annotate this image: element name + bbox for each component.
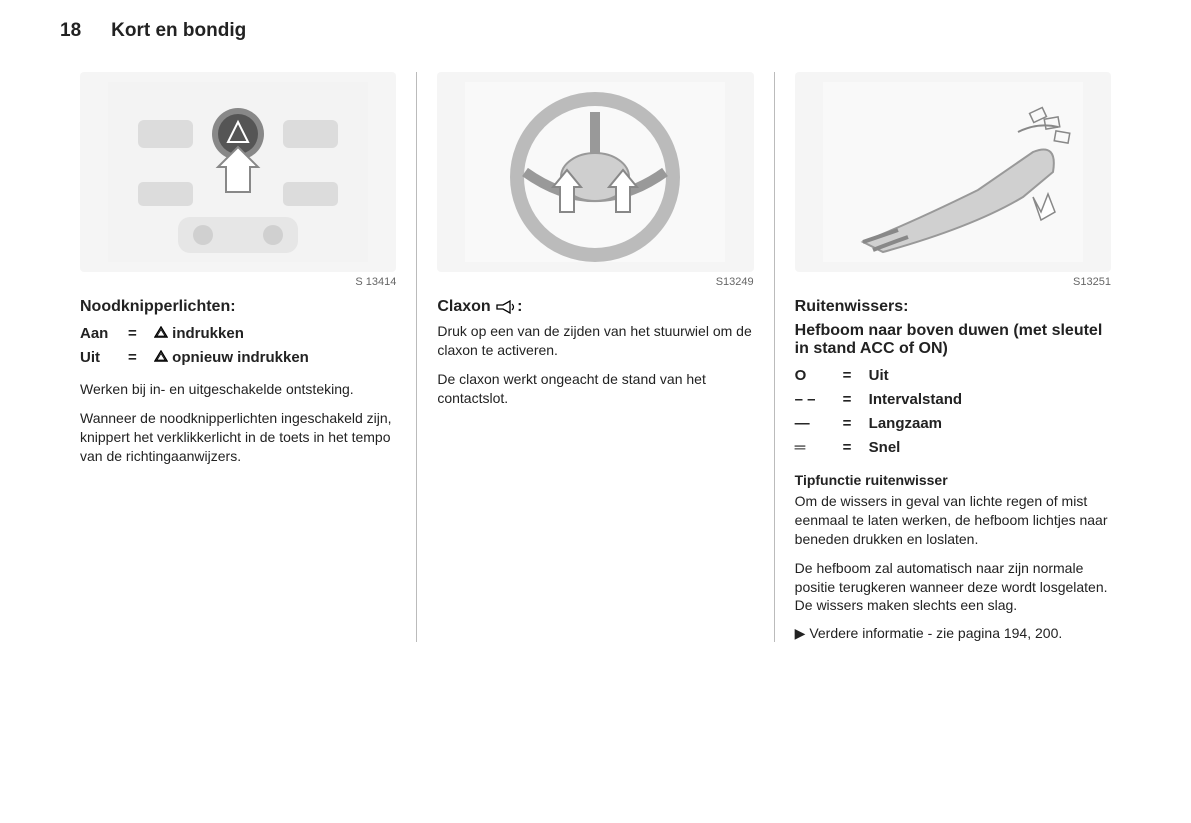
- figure-id: S 13414: [80, 276, 396, 288]
- def-sym: ═: [795, 436, 835, 460]
- hazard-lights-illustration: [80, 72, 396, 272]
- title-pre: Claxon: [437, 298, 495, 315]
- def-val: opnieuw indrukken: [154, 346, 309, 370]
- section-subtitle-wipers: Hefboom naar boven duwen (met sleutel in…: [795, 322, 1111, 358]
- def-row: ═ = Snel: [795, 436, 1111, 460]
- title-post: :: [517, 298, 522, 315]
- paragraph: Om de wissers in geval van lichte regen …: [795, 492, 1111, 549]
- paragraph: Werken bij in- en uitgeschakelde ontstek…: [80, 380, 396, 399]
- def-eq: =: [128, 322, 146, 346]
- figure-horn: S13249: [437, 72, 753, 288]
- figure-id: S13251: [795, 276, 1111, 288]
- paragraph: Wanneer de noodknipperlichten ingeschake…: [80, 409, 396, 466]
- hazard-definitions: Aan = indrukken Uit = opnieuw indrukken: [80, 322, 396, 370]
- horn-illustration: [437, 72, 753, 272]
- def-sym: – –: [795, 388, 835, 412]
- def-eq: =: [843, 364, 861, 388]
- def-sym: —: [795, 412, 835, 436]
- chapter-title: Kort en bondig: [111, 20, 246, 42]
- def-sym: Aan: [80, 322, 120, 346]
- page-header: 18 Kort en bondig: [60, 20, 1131, 42]
- cross-reference: Verdere informatie - zie pagina 194, 200…: [795, 625, 1111, 642]
- def-row-on: Aan = indrukken: [80, 322, 396, 346]
- wiper-definitions: O = Uit – – = Intervalstand — = Langzaam…: [795, 364, 1111, 460]
- section-title-wipers: Ruitenwissers:: [795, 298, 1111, 316]
- figure-wipers: S13251: [795, 72, 1111, 288]
- def-eq: =: [843, 436, 861, 460]
- paragraph: Druk op een van de zijden van het stuurw…: [437, 322, 753, 360]
- figure-hazard-lights: S 13414: [80, 72, 396, 288]
- figure-id: S13249: [437, 276, 753, 288]
- column-2: S13249 Claxon : Druk op een van de zijde…: [416, 72, 773, 642]
- page-number: 18: [60, 20, 81, 42]
- def-eq: =: [843, 412, 861, 436]
- def-val: Langzaam: [869, 412, 942, 436]
- def-val: Snel: [869, 436, 901, 460]
- def-val: Intervalstand: [869, 388, 962, 412]
- hazard-triangle-icon: [154, 326, 168, 338]
- def-val-text: opnieuw indrukken: [172, 349, 309, 366]
- section-title-hazard: Noodknipperlichten:: [80, 298, 396, 316]
- def-eq: =: [843, 388, 861, 412]
- def-row: — = Langzaam: [795, 412, 1111, 436]
- def-eq: =: [128, 346, 146, 370]
- content-columns: S 13414 Noodknipperlichten: Aan = indruk…: [60, 72, 1131, 642]
- column-3: S13251 Ruitenwissers: Hefboom naar boven…: [774, 72, 1131, 642]
- def-val: Uit: [869, 364, 889, 388]
- def-row: O = Uit: [795, 364, 1111, 388]
- horn-icon: [495, 300, 517, 314]
- wipers-illustration: [795, 72, 1111, 272]
- def-val-text: indrukken: [172, 325, 244, 342]
- def-sym: Uit: [80, 346, 120, 370]
- sub-heading-tip: Tipfunctie ruitenwisser: [795, 472, 1111, 488]
- def-sym: O: [795, 364, 835, 388]
- def-row: – – = Intervalstand: [795, 388, 1111, 412]
- hazard-triangle-icon: [154, 350, 168, 362]
- paragraph: De hefboom zal automatisch naar zijn nor…: [795, 559, 1111, 616]
- column-1: S 13414 Noodknipperlichten: Aan = indruk…: [60, 72, 416, 642]
- section-title-horn: Claxon :: [437, 298, 753, 316]
- def-row-off: Uit = opnieuw indrukken: [80, 346, 396, 370]
- def-val: indrukken: [154, 322, 244, 346]
- paragraph: De claxon werkt ongeacht de stand van he…: [437, 370, 753, 408]
